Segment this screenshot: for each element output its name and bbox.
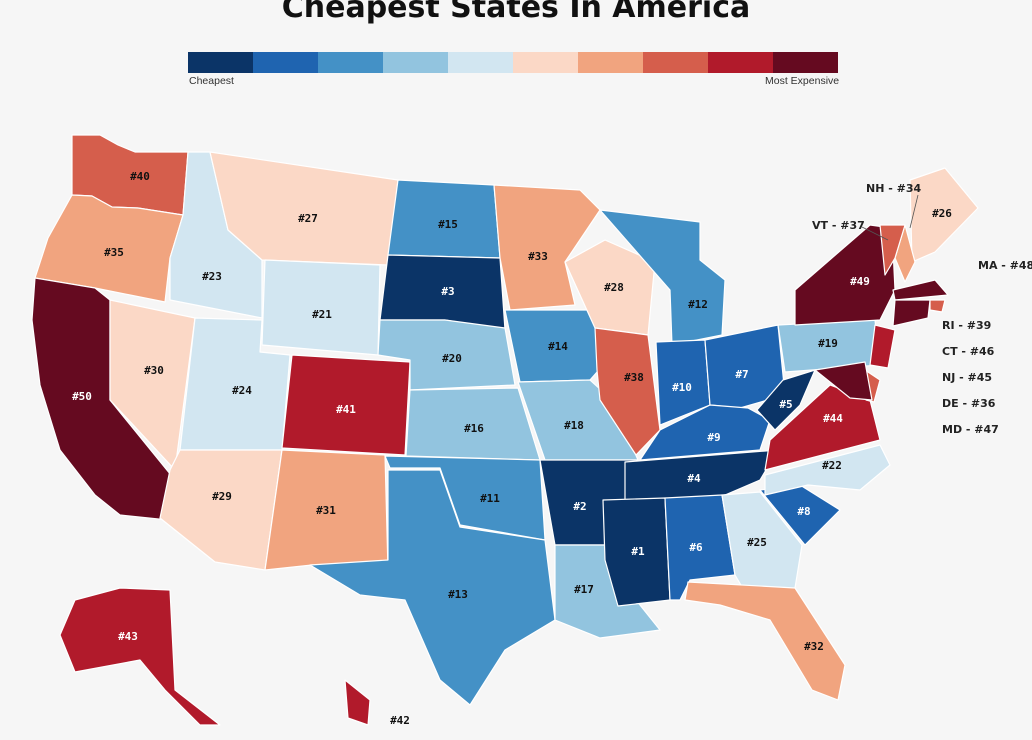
- legend-swatch: [708, 52, 773, 73]
- state-oh: [704, 324, 786, 409]
- legend-swatch: [383, 52, 448, 73]
- callout-nh: NH - #34: [866, 182, 922, 195]
- state-label-ak: #43: [118, 630, 138, 643]
- state-label-wy: #21: [312, 308, 332, 321]
- state-tn: [624, 449, 779, 503]
- state-nj: [869, 324, 896, 369]
- state-md: [814, 361, 873, 401]
- callout-vt: VT - #37: [812, 219, 865, 232]
- page-title: Cheapest States In America: [281, 0, 751, 25]
- state-ri: [929, 299, 946, 313]
- legend-swatch: [513, 52, 578, 73]
- state-label-wi: #28: [604, 281, 624, 294]
- state-co: [281, 354, 411, 456]
- state-label-nd: #15: [438, 218, 458, 231]
- state-ca: [31, 277, 176, 521]
- state-mi: [599, 209, 726, 346]
- callout-nj: NJ - #45: [942, 371, 993, 384]
- state-label-ut: #24: [232, 384, 252, 397]
- legend-high-label: Most Expensive: [765, 75, 840, 87]
- state-fl: [684, 581, 846, 701]
- state-label-wa: #40: [130, 170, 150, 183]
- state-az: [159, 449, 283, 571]
- state-wi: [564, 239, 656, 336]
- state-label-va: #44: [823, 412, 843, 425]
- state-label-oh: #7: [735, 368, 748, 381]
- state-label-wv: #5: [779, 398, 792, 411]
- state-hi: [344, 679, 371, 726]
- callout-ct: CT - #46: [942, 345, 995, 358]
- legend-swatch: [448, 52, 513, 73]
- legend-low-label: Cheapest: [189, 75, 234, 87]
- state-label-az: #29: [212, 490, 232, 503]
- state-label-sd: #3: [441, 285, 454, 298]
- state-label-tx: #13: [448, 588, 468, 601]
- state-ms: [602, 497, 671, 607]
- state-label-mo: #18: [564, 419, 584, 432]
- state-ct: [892, 299, 931, 327]
- state-label-ga: #25: [747, 536, 767, 549]
- state-label-fl: #32: [804, 640, 824, 653]
- state-label-ia: #14: [548, 340, 568, 353]
- state-label-me: #26: [932, 207, 952, 220]
- state-label-nc: #22: [822, 459, 842, 472]
- state-ny: [794, 224, 896, 326]
- state-label-il: #38: [624, 371, 644, 384]
- state-nc: [764, 444, 891, 496]
- state-ne: [377, 319, 516, 391]
- state-label-mi: #12: [688, 298, 708, 311]
- legend-swatch: [188, 52, 253, 73]
- state-label-nm: #31: [316, 504, 336, 517]
- color-legend: [188, 52, 838, 73]
- callout-ri: RI - #39: [942, 319, 992, 332]
- state-ma: [892, 279, 949, 301]
- state-label-ar: #2: [573, 500, 586, 513]
- state-label-hi: #42: [390, 714, 410, 727]
- state-mn: [493, 184, 601, 311]
- legend-swatch: [253, 52, 318, 73]
- state-label-la: #17: [574, 583, 594, 596]
- state-label-ok: #11: [480, 492, 500, 505]
- state-va: [764, 384, 881, 471]
- callout-de: DE - #36: [942, 397, 996, 410]
- callout-leader-line: [861, 226, 889, 241]
- state-label-or: #35: [104, 246, 124, 259]
- state-il: [594, 327, 661, 456]
- state-label-pa: #19: [818, 337, 838, 350]
- state-label-mt: #27: [298, 212, 318, 225]
- callout-ma: MA - #48: [978, 259, 1032, 272]
- state-label-ks: #16: [464, 422, 484, 435]
- state-label-co: #41: [336, 403, 356, 416]
- state-wv: [756, 369, 816, 431]
- state-label-tn: #4: [687, 472, 701, 485]
- legend-swatch: [643, 52, 708, 73]
- state-label-in: #10: [672, 381, 692, 394]
- state-vt: [879, 224, 906, 276]
- legend-swatch: [318, 52, 383, 73]
- legend-swatch: [773, 52, 838, 73]
- state-label-al: #6: [689, 541, 703, 554]
- state-label-ms: #1: [631, 545, 645, 558]
- state-ak: [59, 587, 221, 726]
- state-tx: [309, 469, 556, 706]
- callout-md: MD - #47: [942, 423, 999, 436]
- state-label-mn: #33: [528, 250, 548, 263]
- state-label-id: #23: [202, 270, 222, 283]
- callout-leader-line: [909, 194, 919, 229]
- state-label-ny: #49: [850, 275, 870, 288]
- state-label-ne: #20: [442, 352, 462, 365]
- legend-swatch: [578, 52, 643, 73]
- state-label-ky: #9: [707, 431, 720, 444]
- state-label-sc: #8: [797, 505, 810, 518]
- state-label-nv: #30: [144, 364, 164, 377]
- state-label-ca: #50: [72, 390, 92, 403]
